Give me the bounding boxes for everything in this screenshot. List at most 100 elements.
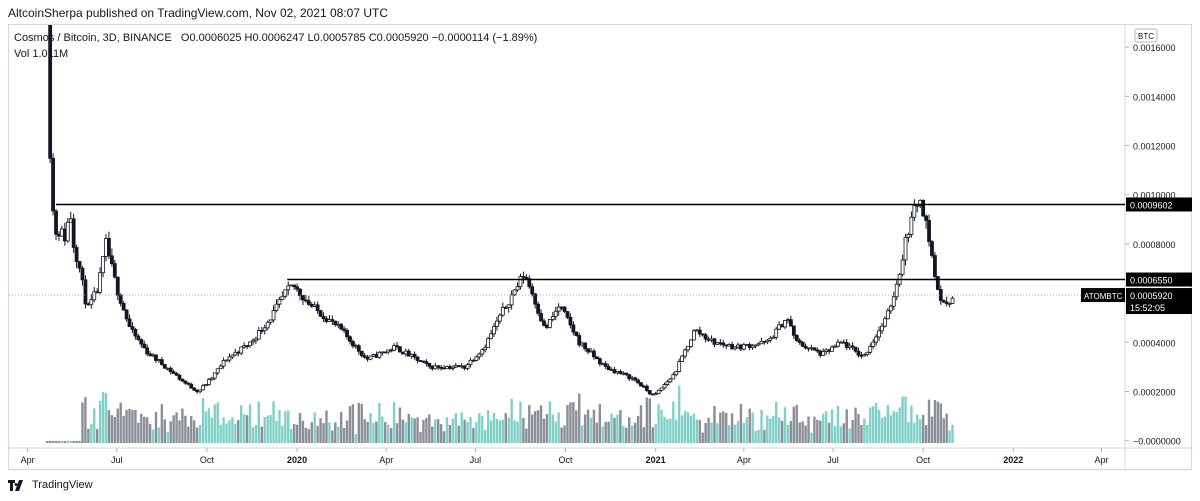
symbol-tag-label: ATOMBTC (1084, 292, 1123, 301)
candle-body (691, 330, 696, 341)
volume-bar (648, 398, 651, 443)
volume-bar (766, 415, 769, 443)
candle-body (562, 306, 567, 312)
volume-bar (439, 424, 443, 443)
candle-body (107, 238, 111, 257)
volume-bar (680, 415, 684, 443)
candle-body (812, 347, 817, 351)
volume-bar (281, 425, 284, 443)
volume-bar (833, 425, 837, 443)
volume-bar (60, 441, 64, 443)
volume-bar (739, 403, 743, 443)
volume-bar (866, 424, 869, 443)
candle-body (821, 351, 826, 356)
candle-body (477, 353, 482, 358)
volume-bar (436, 419, 440, 443)
footer-brand[interactable]: TradingView (32, 479, 93, 491)
volume-bar (375, 421, 378, 443)
volume-bar (542, 418, 546, 443)
volume-bar (163, 419, 166, 443)
volume-bar (225, 423, 228, 443)
candle-body (265, 321, 270, 329)
y-tick-label: 0.0002000 (1133, 387, 1176, 397)
candle-body (321, 315, 326, 319)
volume-bar (78, 441, 81, 443)
volume-bar (522, 417, 525, 443)
volume-bar (501, 419, 505, 443)
volume-bar (98, 400, 102, 443)
volume-bar (148, 423, 152, 443)
volume-bar (328, 422, 331, 443)
candle-body (556, 306, 561, 312)
resistance-price-label: 0.0006550 (1130, 276, 1173, 286)
candle-body (192, 387, 197, 391)
volume-bar (660, 409, 663, 443)
candle-body (465, 364, 470, 369)
volume-bar (381, 416, 384, 443)
volume-bar (798, 422, 801, 443)
volume-bar (704, 422, 707, 443)
volume-bar (625, 427, 628, 443)
candle-body (533, 293, 538, 305)
candle-body (65, 221, 70, 242)
chart-frame[interactable]: 0.0016000 0.0014000 0.0012000 0.0010000 0.00… (8, 24, 1193, 471)
volume-bar (486, 410, 490, 443)
candle-body (659, 387, 664, 391)
price-chart[interactable]: 0.00160000.00140000.00120000.00100000.00… (9, 25, 1193, 471)
volume-bar (354, 434, 358, 443)
volume-bar (69, 441, 72, 443)
volume-bar (181, 408, 184, 443)
volume-bar (489, 420, 493, 443)
volume-bar (951, 424, 954, 443)
volume-bar (730, 413, 734, 443)
volume-bar (187, 426, 190, 443)
volume-bar (481, 416, 484, 443)
volume-bar (434, 419, 437, 443)
volume-bar (237, 420, 240, 443)
candle-body (527, 278, 532, 288)
candle-body (950, 297, 955, 304)
volume-bar (72, 441, 75, 443)
volume-bar (819, 420, 822, 443)
volume-bar (848, 428, 851, 443)
volume-bar (95, 429, 99, 443)
footer: TradingView (8, 479, 93, 491)
volume-bar (892, 411, 895, 443)
candle-body (342, 328, 346, 331)
volume-bar (234, 423, 237, 443)
candle-body (54, 210, 58, 235)
candle-body (856, 350, 861, 356)
volume-bar (713, 406, 716, 443)
candle-body (935, 276, 940, 290)
volume-bar (219, 424, 222, 443)
candle-body (844, 342, 849, 348)
volume-bar (284, 411, 287, 443)
volume-bar (201, 398, 205, 443)
volume-bar (557, 412, 560, 443)
volume-bar (457, 425, 460, 443)
candle-body (471, 359, 476, 362)
volume-bar (630, 425, 634, 443)
volume-bar (613, 417, 616, 443)
volume-bar (689, 415, 693, 443)
volume-bar (754, 430, 757, 443)
candle-body (524, 276, 529, 280)
volume-bar (301, 420, 305, 443)
volume-bar (516, 421, 519, 443)
volume-bar (351, 404, 355, 443)
candle-body (356, 345, 361, 352)
y-tick-label: 0.0014000 (1133, 92, 1176, 102)
volume-bar (939, 403, 942, 443)
volume-bar (240, 405, 243, 443)
candle-body (674, 371, 679, 376)
volume-bar (898, 407, 901, 443)
candle-body (89, 299, 94, 306)
legend-symbol[interactable]: Cosmos / Bitcoin, 3D, BINANCE (14, 32, 172, 44)
volume-bar (125, 409, 128, 443)
candle-body (345, 329, 349, 338)
volume-bar (513, 420, 516, 443)
volume-bar (90, 423, 93, 443)
x-tick-label: Jul (470, 455, 482, 465)
candle-body (298, 288, 302, 296)
volume-bar (269, 414, 272, 443)
